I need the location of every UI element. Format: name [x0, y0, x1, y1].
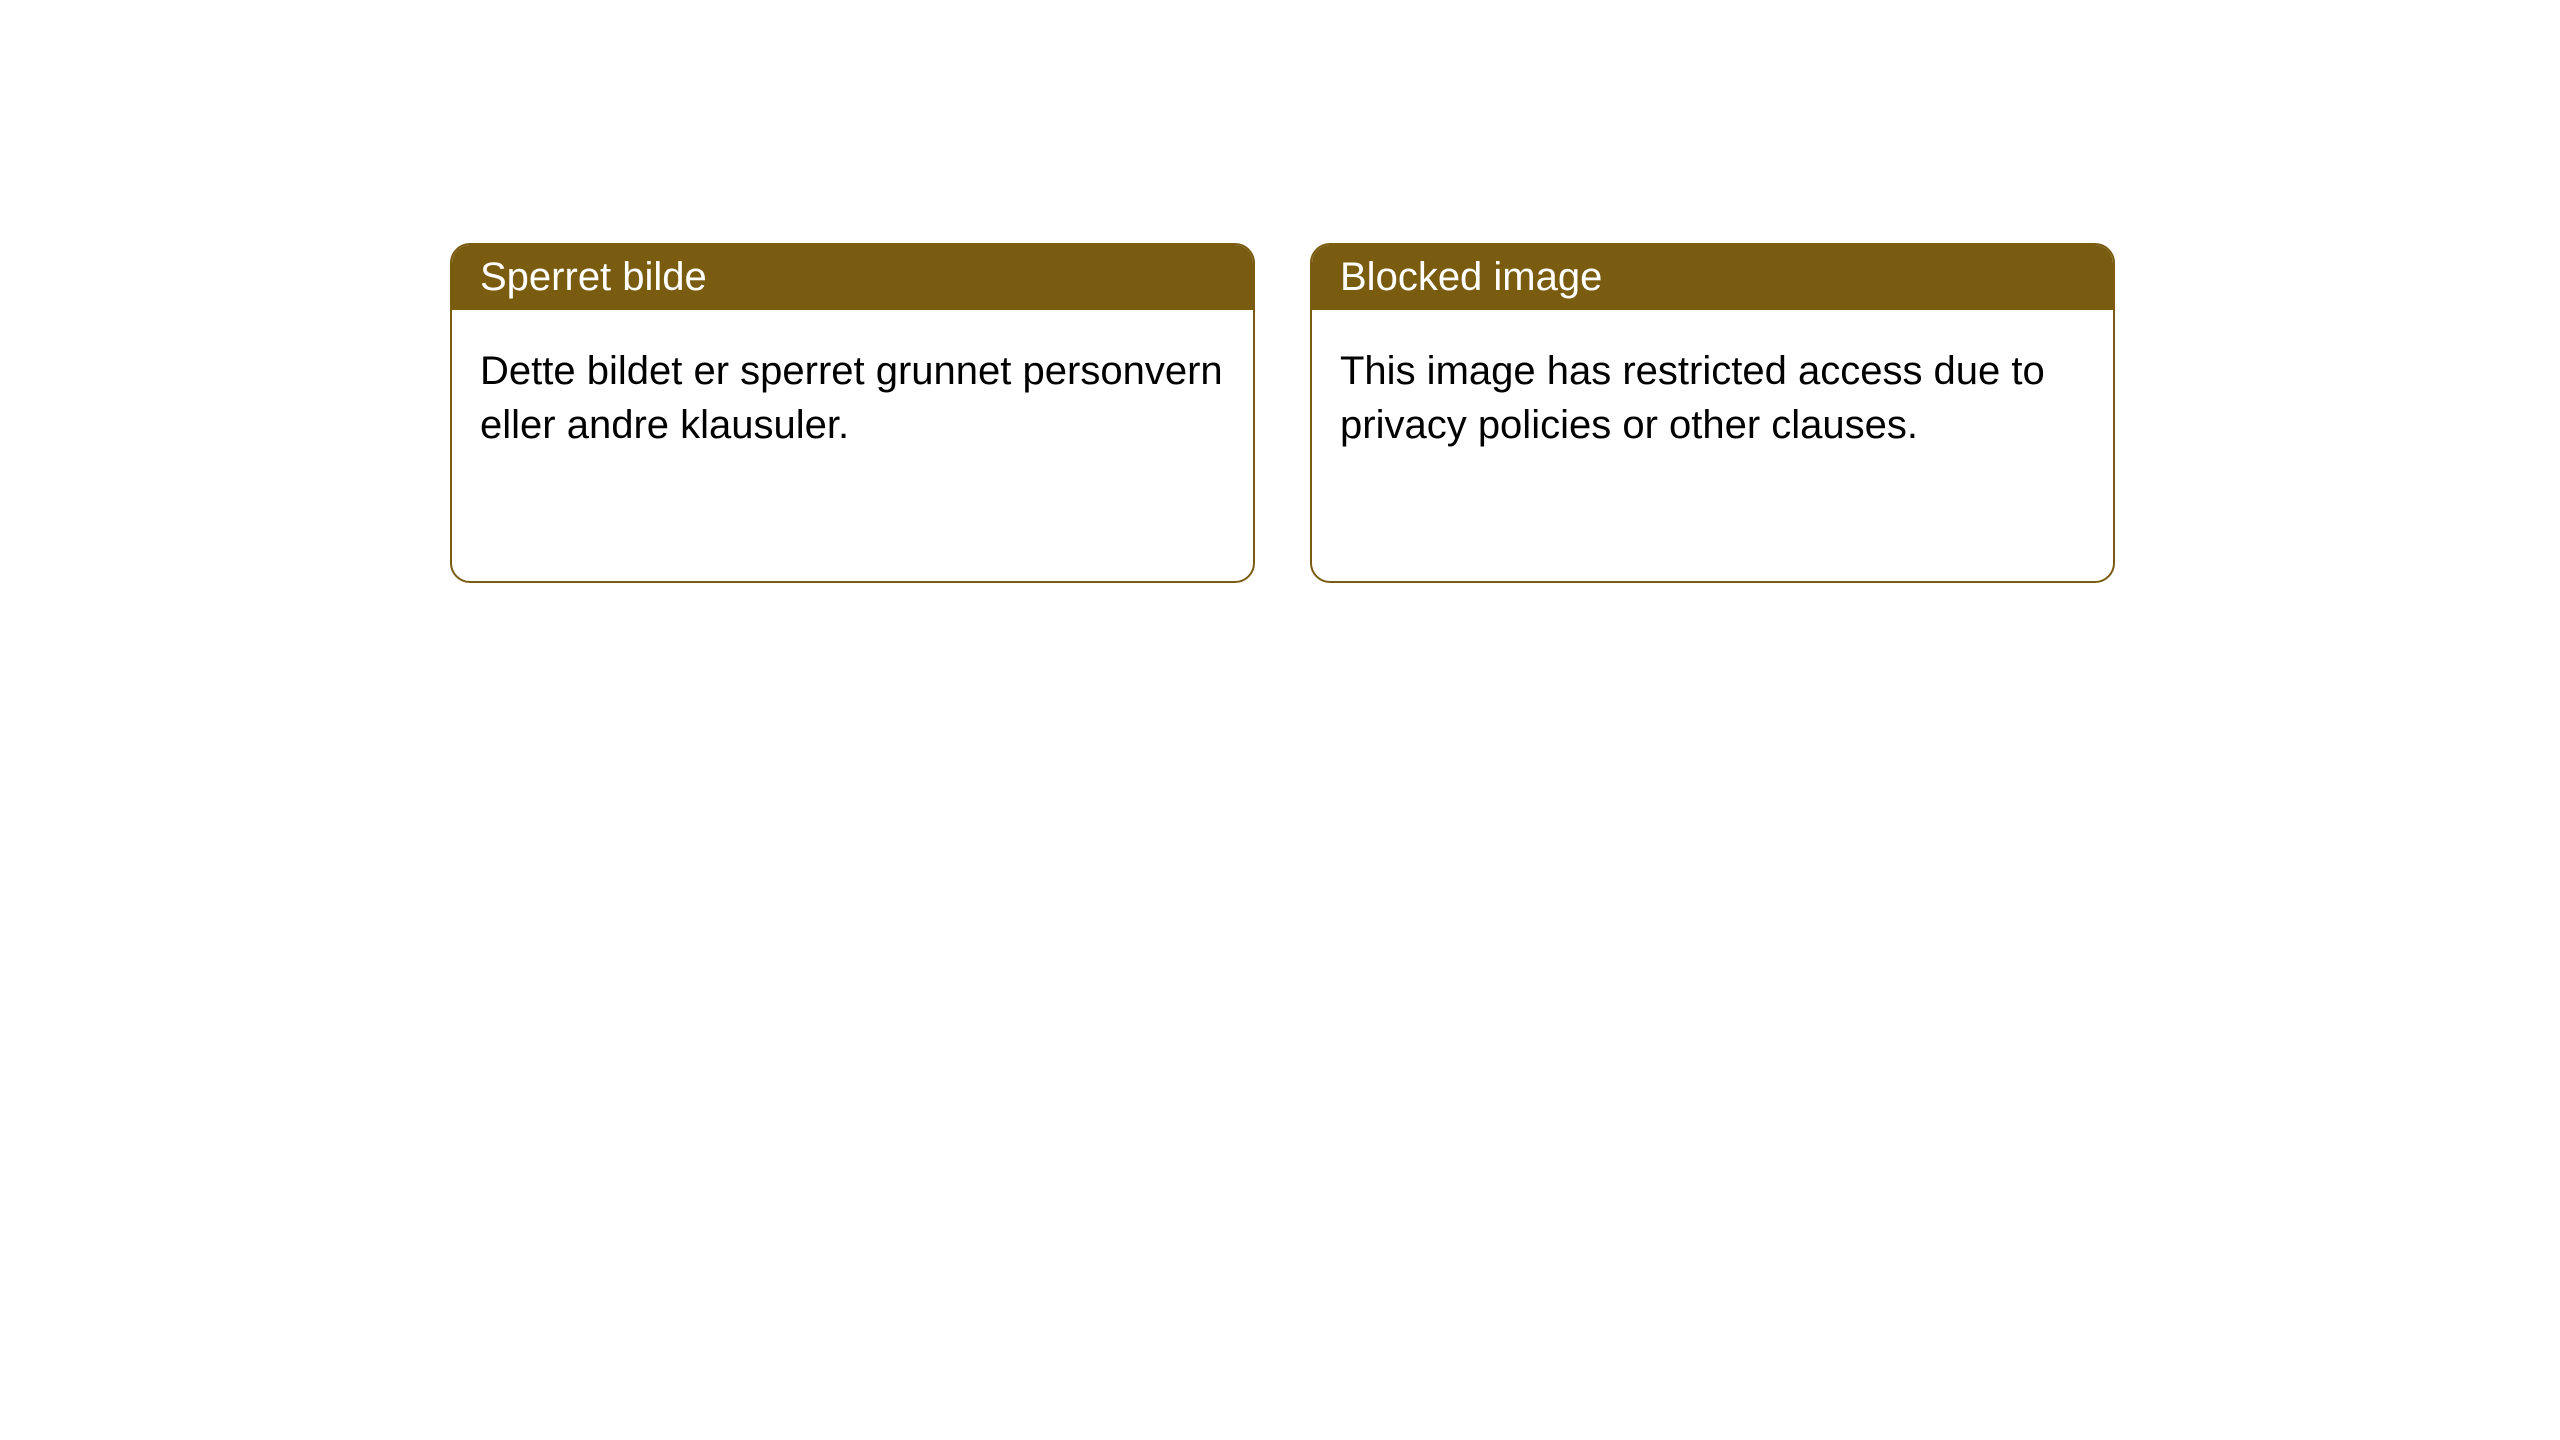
notice-card-norwegian: Sperret bilde Dette bildet er sperret gr… [450, 243, 1255, 583]
notice-card-english: Blocked image This image has restricted … [1310, 243, 2115, 583]
notice-card-title: Sperret bilde [452, 245, 1253, 310]
notice-card-body: Dette bildet er sperret grunnet personve… [452, 310, 1253, 486]
notice-card-title: Blocked image [1312, 245, 2113, 310]
notice-cards-container: Sperret bilde Dette bildet er sperret gr… [450, 243, 2115, 583]
notice-card-body: This image has restricted access due to … [1312, 310, 2113, 486]
